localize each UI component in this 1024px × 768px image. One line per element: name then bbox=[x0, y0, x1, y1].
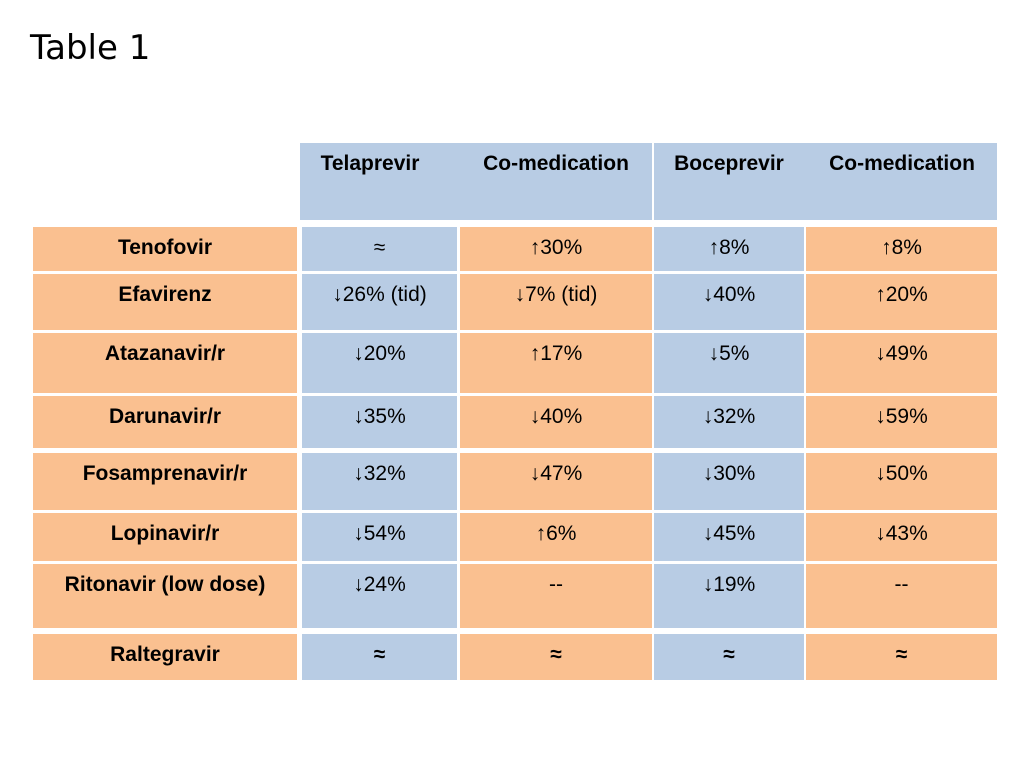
header-boceprevir-comedication: Co-medication bbox=[829, 152, 975, 175]
cell-atazanavir-tel-comed: ↑17% bbox=[460, 333, 652, 393]
cell-atazanavir-telaprevir: ↓20% bbox=[302, 333, 457, 393]
row-label-tenofovir: Tenofovir bbox=[33, 227, 297, 271]
cell-fosamprenavir-boc-comed: ↓50% bbox=[806, 453, 997, 510]
header-band bbox=[300, 143, 997, 220]
cell-tenofovir-tel-comed: ↑30% bbox=[460, 227, 652, 271]
row-label-efavirenz: Efavirenz bbox=[33, 274, 297, 330]
row-label-atazanavir: Atazanavir/r bbox=[33, 333, 297, 393]
cell-darunavir-tel-comed: ↓40% bbox=[460, 396, 652, 448]
header-divider bbox=[652, 143, 654, 220]
cell-fosamprenavir-boceprevir: ↓30% bbox=[654, 453, 804, 510]
header-telaprevir: Telaprevir bbox=[320, 152, 420, 175]
cell-tenofovir-boceprevir: ↑8% bbox=[654, 227, 804, 271]
cell-darunavir-boc-comed: ↓59% bbox=[806, 396, 997, 448]
row-label-ritonavir: Ritonavir (low dose) bbox=[33, 564, 297, 628]
cell-efavirenz-telaprevir: ↓26% (tid) bbox=[302, 274, 457, 330]
header-telaprevir-comedication: Co-medication bbox=[483, 152, 629, 175]
cell-ritonavir-telaprevir: ↓24% bbox=[302, 564, 457, 628]
header-boceprevir: Boceprevir bbox=[674, 152, 784, 175]
cell-ritonavir-boc-comed: -- bbox=[806, 564, 997, 628]
cell-darunavir-telaprevir: ↓35% bbox=[302, 396, 457, 448]
cell-atazanavir-boceprevir: ↓5% bbox=[654, 333, 804, 393]
cell-efavirenz-boceprevir: ↓40% bbox=[654, 274, 804, 330]
slide-title: Table 1 bbox=[30, 28, 151, 68]
cell-ritonavir-tel-comed: -- bbox=[460, 564, 652, 628]
cell-tenofovir-telaprevir: ≈ bbox=[302, 227, 457, 271]
cell-tenofovir-boc-comed: ↑8% bbox=[806, 227, 997, 271]
cell-lopinavir-boceprevir: ↓45% bbox=[654, 513, 804, 561]
cell-lopinavir-telaprevir: ↓54% bbox=[302, 513, 457, 561]
cell-ritonavir-boceprevir: ↓19% bbox=[654, 564, 804, 628]
cell-lopinavir-boc-comed: ↓43% bbox=[806, 513, 997, 561]
cell-raltegravir-telaprevir: ≈ bbox=[302, 634, 457, 680]
cell-darunavir-boceprevir: ↓32% bbox=[654, 396, 804, 448]
cell-atazanavir-boc-comed: ↓49% bbox=[806, 333, 997, 393]
row-label-darunavir: Darunavir/r bbox=[33, 396, 297, 448]
row-label-fosamprenavir: Fosamprenavir/r bbox=[33, 453, 297, 510]
cell-fosamprenavir-tel-comed: ↓47% bbox=[460, 453, 652, 510]
cell-efavirenz-tel-comed: ↓7% (tid) bbox=[460, 274, 652, 330]
cell-fosamprenavir-telaprevir: ↓32% bbox=[302, 453, 457, 510]
cell-raltegravir-boceprevir: ≈ bbox=[654, 634, 804, 680]
cell-lopinavir-tel-comed: ↑6% bbox=[460, 513, 652, 561]
cell-raltegravir-tel-comed: ≈ bbox=[460, 634, 652, 680]
row-label-raltegravir: Raltegravir bbox=[33, 634, 297, 680]
cell-efavirenz-boc-comed: ↑20% bbox=[806, 274, 997, 330]
cell-raltegravir-boc-comed: ≈ bbox=[806, 634, 997, 680]
row-label-lopinavir: Lopinavir/r bbox=[33, 513, 297, 561]
